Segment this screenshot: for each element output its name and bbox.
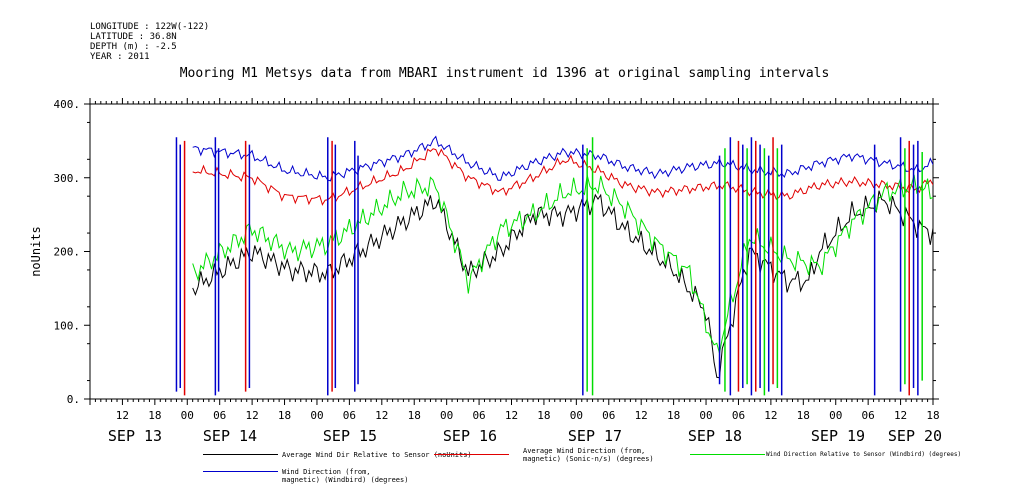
plot-frame bbox=[89, 103, 934, 400]
y-tick-label: 200. bbox=[54, 246, 81, 259]
x-hour-label: 18 bbox=[278, 409, 291, 422]
depth-label: DEPTH (m) : -2.5 bbox=[90, 42, 177, 52]
x-hour-label: 06 bbox=[862, 409, 875, 422]
x-hour-label: 06 bbox=[732, 409, 745, 422]
latitude-label: LATITUDE : 36.8N bbox=[90, 32, 177, 42]
y-tick-label: 100. bbox=[54, 319, 81, 332]
legend-label-wind-dir-windbird: Wind Direction (from, magnetic) (Windbir… bbox=[282, 468, 409, 484]
y-tick-label: 0. bbox=[67, 393, 80, 406]
legend-label-avg-wind-dir-rel: Average Wind Dir Relative to Sensor (noU… bbox=[282, 451, 472, 459]
x-hour-label: 18 bbox=[797, 409, 810, 422]
series-line-3 bbox=[192, 135, 933, 182]
x-hour-label: 00 bbox=[181, 409, 194, 422]
x-hour-label: 00 bbox=[829, 409, 842, 422]
x-hour-label: 12 bbox=[764, 409, 777, 422]
x-day-label: SEP 16 bbox=[443, 427, 497, 445]
x-hour-label: 12 bbox=[116, 409, 129, 422]
y-axis-label: noUnits bbox=[29, 226, 43, 277]
series-line-0 bbox=[192, 190, 933, 379]
y-tick-label: 300. bbox=[54, 172, 81, 185]
legend-label-avg-wind-dir-sonic: Average Wind Direction (from, magnetic) … bbox=[523, 447, 654, 463]
x-hour-label: 12 bbox=[375, 409, 388, 422]
x-hour-label: 12 bbox=[635, 409, 648, 422]
x-day-label: SEP 20 bbox=[888, 427, 942, 445]
year-label: YEAR : 2011 bbox=[90, 52, 150, 62]
legend-line-wind-dir-rel-windbird bbox=[690, 454, 765, 455]
x-day-label: SEP 19 bbox=[811, 427, 865, 445]
x-hour-label: 06 bbox=[472, 409, 485, 422]
x-day-label: SEP 17 bbox=[568, 427, 622, 445]
x-hour-label: 06 bbox=[343, 409, 356, 422]
legend-line-wind-dir-windbird bbox=[203, 471, 278, 472]
legend-line-avg-wind-dir-rel bbox=[203, 454, 278, 455]
x-day-label: SEP 18 bbox=[688, 427, 742, 445]
legend-line-avg-wind-dir-sonic bbox=[434, 454, 509, 455]
x-hour-label: 12 bbox=[245, 409, 258, 422]
x-hour-label: 00 bbox=[440, 409, 453, 422]
x-hour-label: 18 bbox=[926, 409, 939, 422]
x-hour-label: 18 bbox=[537, 409, 550, 422]
x-hour-label: 00 bbox=[310, 409, 323, 422]
x-hour-label: 18 bbox=[667, 409, 680, 422]
chart-title: Mooring M1 Metsys data from MBARI instru… bbox=[179, 66, 830, 81]
x-day-label: SEP 15 bbox=[323, 427, 377, 445]
x-hour-label: 12 bbox=[505, 409, 518, 422]
x-hour-label: 18 bbox=[408, 409, 421, 422]
legend-label-wind-dir-rel-windbird: Wind Direction Relative to Sensor (Windb… bbox=[766, 451, 962, 458]
x-hour-label: 18 bbox=[148, 409, 161, 422]
x-hour-label: 06 bbox=[213, 409, 226, 422]
y-tick-label: 400. bbox=[54, 98, 81, 111]
series-line-1 bbox=[192, 148, 933, 206]
x-hour-label: 06 bbox=[602, 409, 615, 422]
longitude-label: LONGITUDE : 122W(-122) bbox=[90, 22, 210, 32]
x-hour-label: 12 bbox=[894, 409, 907, 422]
x-hour-label: 00 bbox=[699, 409, 712, 422]
x-day-label: SEP 14 bbox=[203, 427, 257, 445]
x-day-label: SEP 13 bbox=[108, 427, 162, 445]
x-hour-label: 00 bbox=[570, 409, 583, 422]
